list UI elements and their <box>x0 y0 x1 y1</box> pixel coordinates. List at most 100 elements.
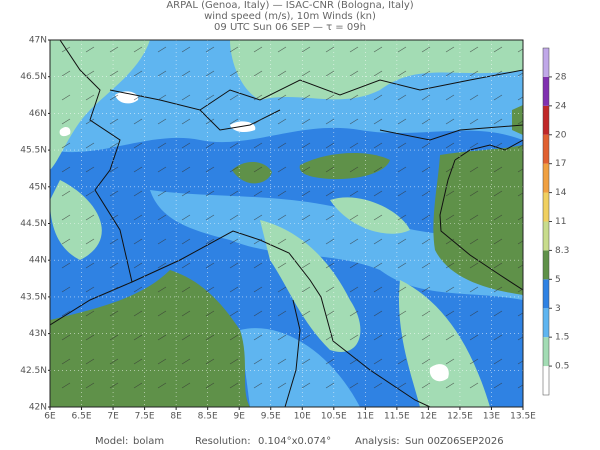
wind-barb <box>421 166 431 173</box>
wind-barb <box>85 214 95 221</box>
wind-barb <box>181 70 191 77</box>
wind-barb <box>85 334 95 341</box>
wind-barb <box>277 190 287 197</box>
wind-barb <box>205 70 215 77</box>
wind-barb <box>397 310 407 317</box>
wind-barb <box>493 142 503 149</box>
wind-barb <box>373 262 383 269</box>
footer-value: bolam <box>133 436 164 447</box>
wind-barb <box>517 360 523 365</box>
wind-barb <box>325 310 335 317</box>
wind-barb <box>421 70 431 77</box>
wind-barb <box>85 286 95 293</box>
lat-label: 42N <box>29 403 47 413</box>
wind-barb <box>205 46 215 53</box>
wind-barb <box>181 166 191 173</box>
wind-barb <box>277 238 287 245</box>
wind-barb <box>253 214 263 221</box>
wind-barb <box>229 334 239 341</box>
wind-barb <box>205 190 215 197</box>
wind-barb <box>397 166 407 173</box>
wind-barb <box>157 190 167 197</box>
wind-barb <box>229 310 239 317</box>
wind-barb <box>277 286 287 293</box>
wind-barb <box>205 382 215 389</box>
title-line: wind speed (m/s), 10m Winds (kn) <box>204 11 376 22</box>
wind-barb <box>109 94 119 101</box>
lat-label: 44N <box>29 256 47 266</box>
wind-barb <box>229 358 239 365</box>
colorbar-swatch <box>543 366 549 395</box>
wind-barb <box>349 46 359 53</box>
wind-barb <box>349 190 359 197</box>
wind-barb <box>61 166 71 173</box>
wind-barb <box>277 382 287 389</box>
wind-barb <box>421 262 431 269</box>
wind-barb <box>517 192 523 197</box>
wind-barb <box>277 262 287 269</box>
colorbar-label: 5 <box>555 275 561 285</box>
wind-barb <box>253 70 263 77</box>
wind-barb <box>301 190 311 197</box>
wind-barb <box>253 190 263 197</box>
wind-barb <box>301 286 311 293</box>
wind-barb <box>421 358 431 365</box>
wind-barb <box>157 334 167 341</box>
wind-barb <box>133 190 143 197</box>
colorbar-label: 11 <box>555 217 566 227</box>
wind-barb <box>445 70 455 77</box>
wind-barb <box>421 118 431 125</box>
colorbar-swatch <box>543 134 549 164</box>
wind-barb <box>349 142 359 149</box>
wind-barb <box>373 70 383 77</box>
wind-barb <box>517 336 523 341</box>
wind-barb <box>133 46 143 53</box>
wind-barb <box>421 286 431 293</box>
wind-barb <box>61 142 71 149</box>
lon-label: 13E <box>483 412 500 422</box>
wind-barb <box>61 94 71 101</box>
wind-barb <box>301 70 311 77</box>
wind-barb <box>229 190 239 197</box>
wind-barb <box>445 310 455 317</box>
wind-barb <box>253 334 263 341</box>
wind-barb <box>517 72 523 77</box>
lat-label: 46.5N <box>20 72 47 82</box>
wind-barb <box>469 142 479 149</box>
wind-barb <box>301 238 311 245</box>
footer-label: Resolution: <box>195 436 251 447</box>
wind-barb <box>373 334 383 341</box>
wind-barb <box>157 262 167 269</box>
wind-barb <box>85 190 95 197</box>
wind-barb <box>133 118 143 125</box>
wind-barb <box>421 46 431 53</box>
lon-label: 6.5E <box>72 412 92 422</box>
colorbar-label: 24 <box>555 101 567 111</box>
wind-barb <box>133 70 143 77</box>
wind-barb <box>229 214 239 221</box>
colorbar-swatch <box>543 105 549 135</box>
wind-barb <box>373 166 383 173</box>
lat-label: 47N <box>29 36 47 46</box>
wind-barb <box>445 118 455 125</box>
wind-barb <box>133 214 143 221</box>
colorbar-swatch <box>543 279 549 309</box>
wind-barb <box>397 46 407 53</box>
wind-barb <box>469 166 479 173</box>
wind-barb <box>373 382 383 389</box>
lat-label: 43.5N <box>20 292 47 302</box>
wind-barb <box>205 94 215 101</box>
wind-barb <box>253 94 263 101</box>
wind-barb <box>133 310 143 317</box>
wind-barb <box>349 286 359 293</box>
wind-barb <box>61 238 71 245</box>
wind-barb <box>469 118 479 125</box>
wind-barb <box>445 190 455 197</box>
wind-barb <box>181 334 191 341</box>
wind-barb <box>133 238 143 245</box>
wind-barb <box>421 142 431 149</box>
lon-label: 12.5E <box>447 412 473 422</box>
wind-barb <box>85 262 95 269</box>
title-line: 09 UTC Sun 06 SEP — τ = 09h <box>214 22 366 33</box>
